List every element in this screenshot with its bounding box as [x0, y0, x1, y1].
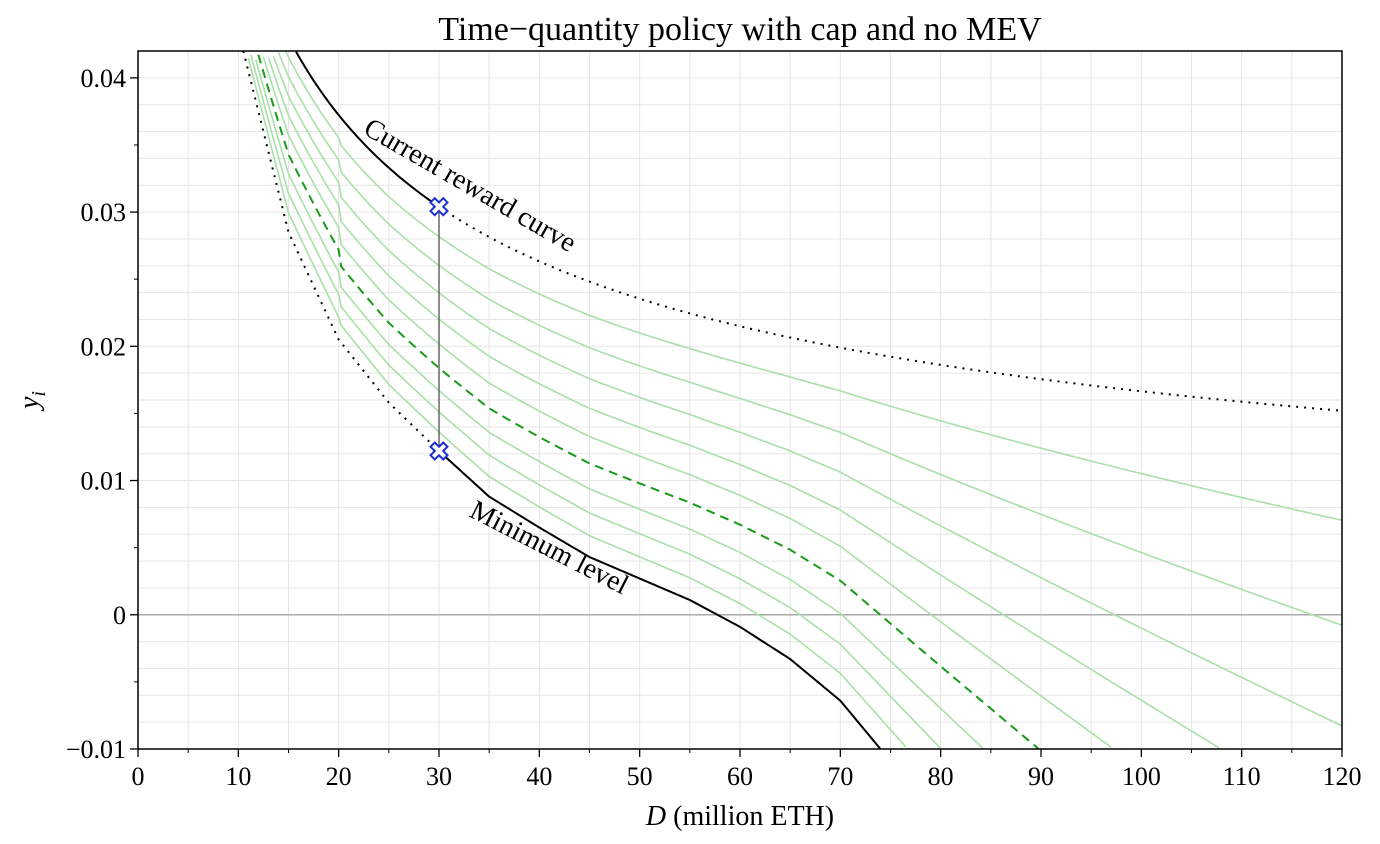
x-tick-label: 50: [627, 762, 653, 791]
policy-curve: [250, 54, 942, 749]
policy-curve: [277, 52, 1343, 627]
x-axis-label-unit: (million ETH): [666, 801, 834, 832]
marker-cross: [429, 441, 449, 461]
y-tick-label: 0.04: [81, 64, 127, 93]
series-group: [242, 50, 1343, 750]
policy-curve: [262, 56, 1112, 748]
marker-cross-shape: [429, 196, 449, 217]
marker-cross: [429, 196, 449, 217]
y-tick-label: 0.01: [81, 467, 127, 496]
minimum-level-solid: [438, 450, 882, 750]
policy-curve: [247, 57, 907, 748]
x-axis-label: D (million ETH): [645, 801, 834, 832]
markers: [429, 196, 449, 461]
x-tick-label: 10: [225, 762, 251, 791]
current-reward-curve-dotted: [438, 205, 1343, 412]
y-tick-label: 0.02: [81, 332, 127, 361]
grid: [137, 50, 1343, 750]
y-axis-label-sub: i: [28, 391, 50, 397]
policy-curve: [272, 55, 1343, 727]
y-tick-label: 0.03: [81, 198, 127, 227]
x-tick-label: 120: [1323, 762, 1362, 791]
current-reward-curve-solid: [295, 51, 440, 208]
marker-cross-shape: [429, 441, 449, 461]
x-tick-label: 0: [132, 762, 145, 791]
policy-curve: [267, 57, 1220, 749]
x-axis-label-var: D: [645, 801, 666, 832]
chart-title: Time−quantity policy with cap and no MEV: [438, 11, 1042, 48]
x-tick-label: 100: [1122, 762, 1161, 791]
y-tick-label: 0: [113, 601, 126, 630]
policy-curve: [285, 51, 1343, 522]
policy-curve-highlight: [257, 54, 1040, 750]
y-axis-label-var: y: [14, 396, 45, 412]
x-tick-label: 80: [928, 762, 954, 791]
ticks: 0 10 20 30 40 50 60 70 80 90 100 110 120−0.0100.010.…: [66, 64, 1362, 791]
x-tick-label: 40: [526, 762, 552, 791]
x-tick-label: 110: [1223, 762, 1261, 791]
x-tick-label: 20: [326, 762, 352, 791]
x-tick-label: 70: [827, 762, 853, 791]
x-tick-label: 30: [426, 762, 452, 791]
x-tick-label: 60: [727, 762, 753, 791]
policy-curve: [255, 59, 984, 750]
y-tick-label: −0.01: [66, 735, 126, 764]
x-tick-label: 90: [1028, 762, 1054, 791]
y-axis-label: yi: [14, 391, 50, 412]
